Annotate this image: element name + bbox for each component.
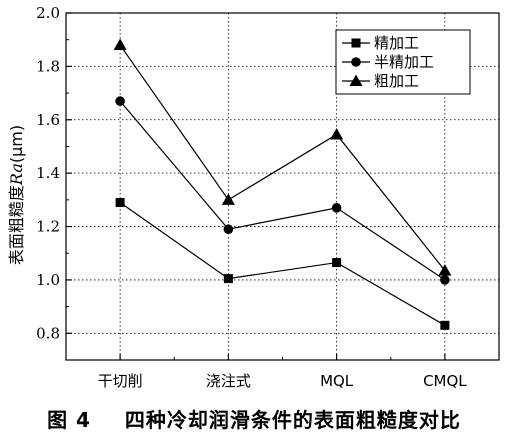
legend-entry: 半精加工 [342, 53, 434, 71]
x-tick-label: CMQL [423, 372, 467, 390]
figure-caption: 图 4 四种冷却润滑条件的表面粗糙度对比 [0, 404, 508, 433]
y-tick-label: 1.2 [36, 218, 60, 236]
legend-marker [349, 74, 363, 86]
data-point [115, 96, 125, 106]
figure-number: 图 4 [47, 408, 91, 432]
y-axis-label-italic: Ra [7, 163, 26, 186]
x-tick-label: 浇注式 [206, 372, 251, 390]
data-point [331, 203, 342, 213]
series-line [119, 100, 446, 281]
legend-marker [351, 57, 361, 67]
y-tick-label: 2.0 [36, 4, 60, 22]
y-axis-ticks: 0.8 1.0 1.2 1.4 1.6 1.8 2.0 [36, 4, 72, 361]
legend-marker [351, 38, 361, 48]
legend-entry: 粗加工 [342, 72, 419, 90]
series-line [119, 44, 446, 271]
data-point [438, 264, 452, 276]
legend-label: 精加工 [374, 34, 419, 52]
series-circle [115, 96, 450, 285]
y-tick-label: 0.8 [36, 324, 60, 342]
data-point [440, 320, 450, 330]
data-point [115, 198, 125, 208]
legend-label: 粗加工 [374, 72, 419, 90]
y-tick-label: 1.6 [36, 111, 60, 129]
y-tick-label: 1.0 [36, 271, 60, 289]
legend-entry: 精加工 [342, 34, 419, 52]
y-tick-label: 1.8 [36, 57, 60, 75]
y-axis-label-main: 表面粗糙度 [7, 185, 26, 265]
series-line [119, 202, 446, 326]
series-square [115, 198, 450, 330]
data-point [332, 258, 342, 268]
x-tick-label: MQL [320, 372, 354, 390]
data-point [221, 193, 235, 205]
series-triangle [113, 38, 452, 276]
data-point [223, 224, 234, 235]
data-point [223, 274, 233, 284]
y-axis-label: 表面粗糙度Ra(μm) [7, 125, 26, 265]
grid-lines [66, 13, 499, 360]
y-tick-label: 1.4 [36, 164, 60, 182]
data-point [330, 127, 344, 140]
x-tick-label: 干切削 [98, 372, 143, 390]
series-layer [113, 38, 452, 330]
surface-roughness-chart: 0.8 1.0 1.2 1.4 1.6 1.8 2.0 干切削 浇注式 MQL CMQL 表面粗糙… [7, 4, 500, 390]
y-axis-label-unit: (μm) [7, 125, 26, 163]
x-axis-ticks: 干切削 浇注式 MQL CMQL [65, 354, 500, 390]
legend-label: 半精加工 [374, 53, 434, 71]
data-point [440, 275, 450, 285]
data-point [113, 38, 127, 51]
figure-title: 四种冷却润滑条件的表面粗糙度对比 [124, 408, 461, 432]
